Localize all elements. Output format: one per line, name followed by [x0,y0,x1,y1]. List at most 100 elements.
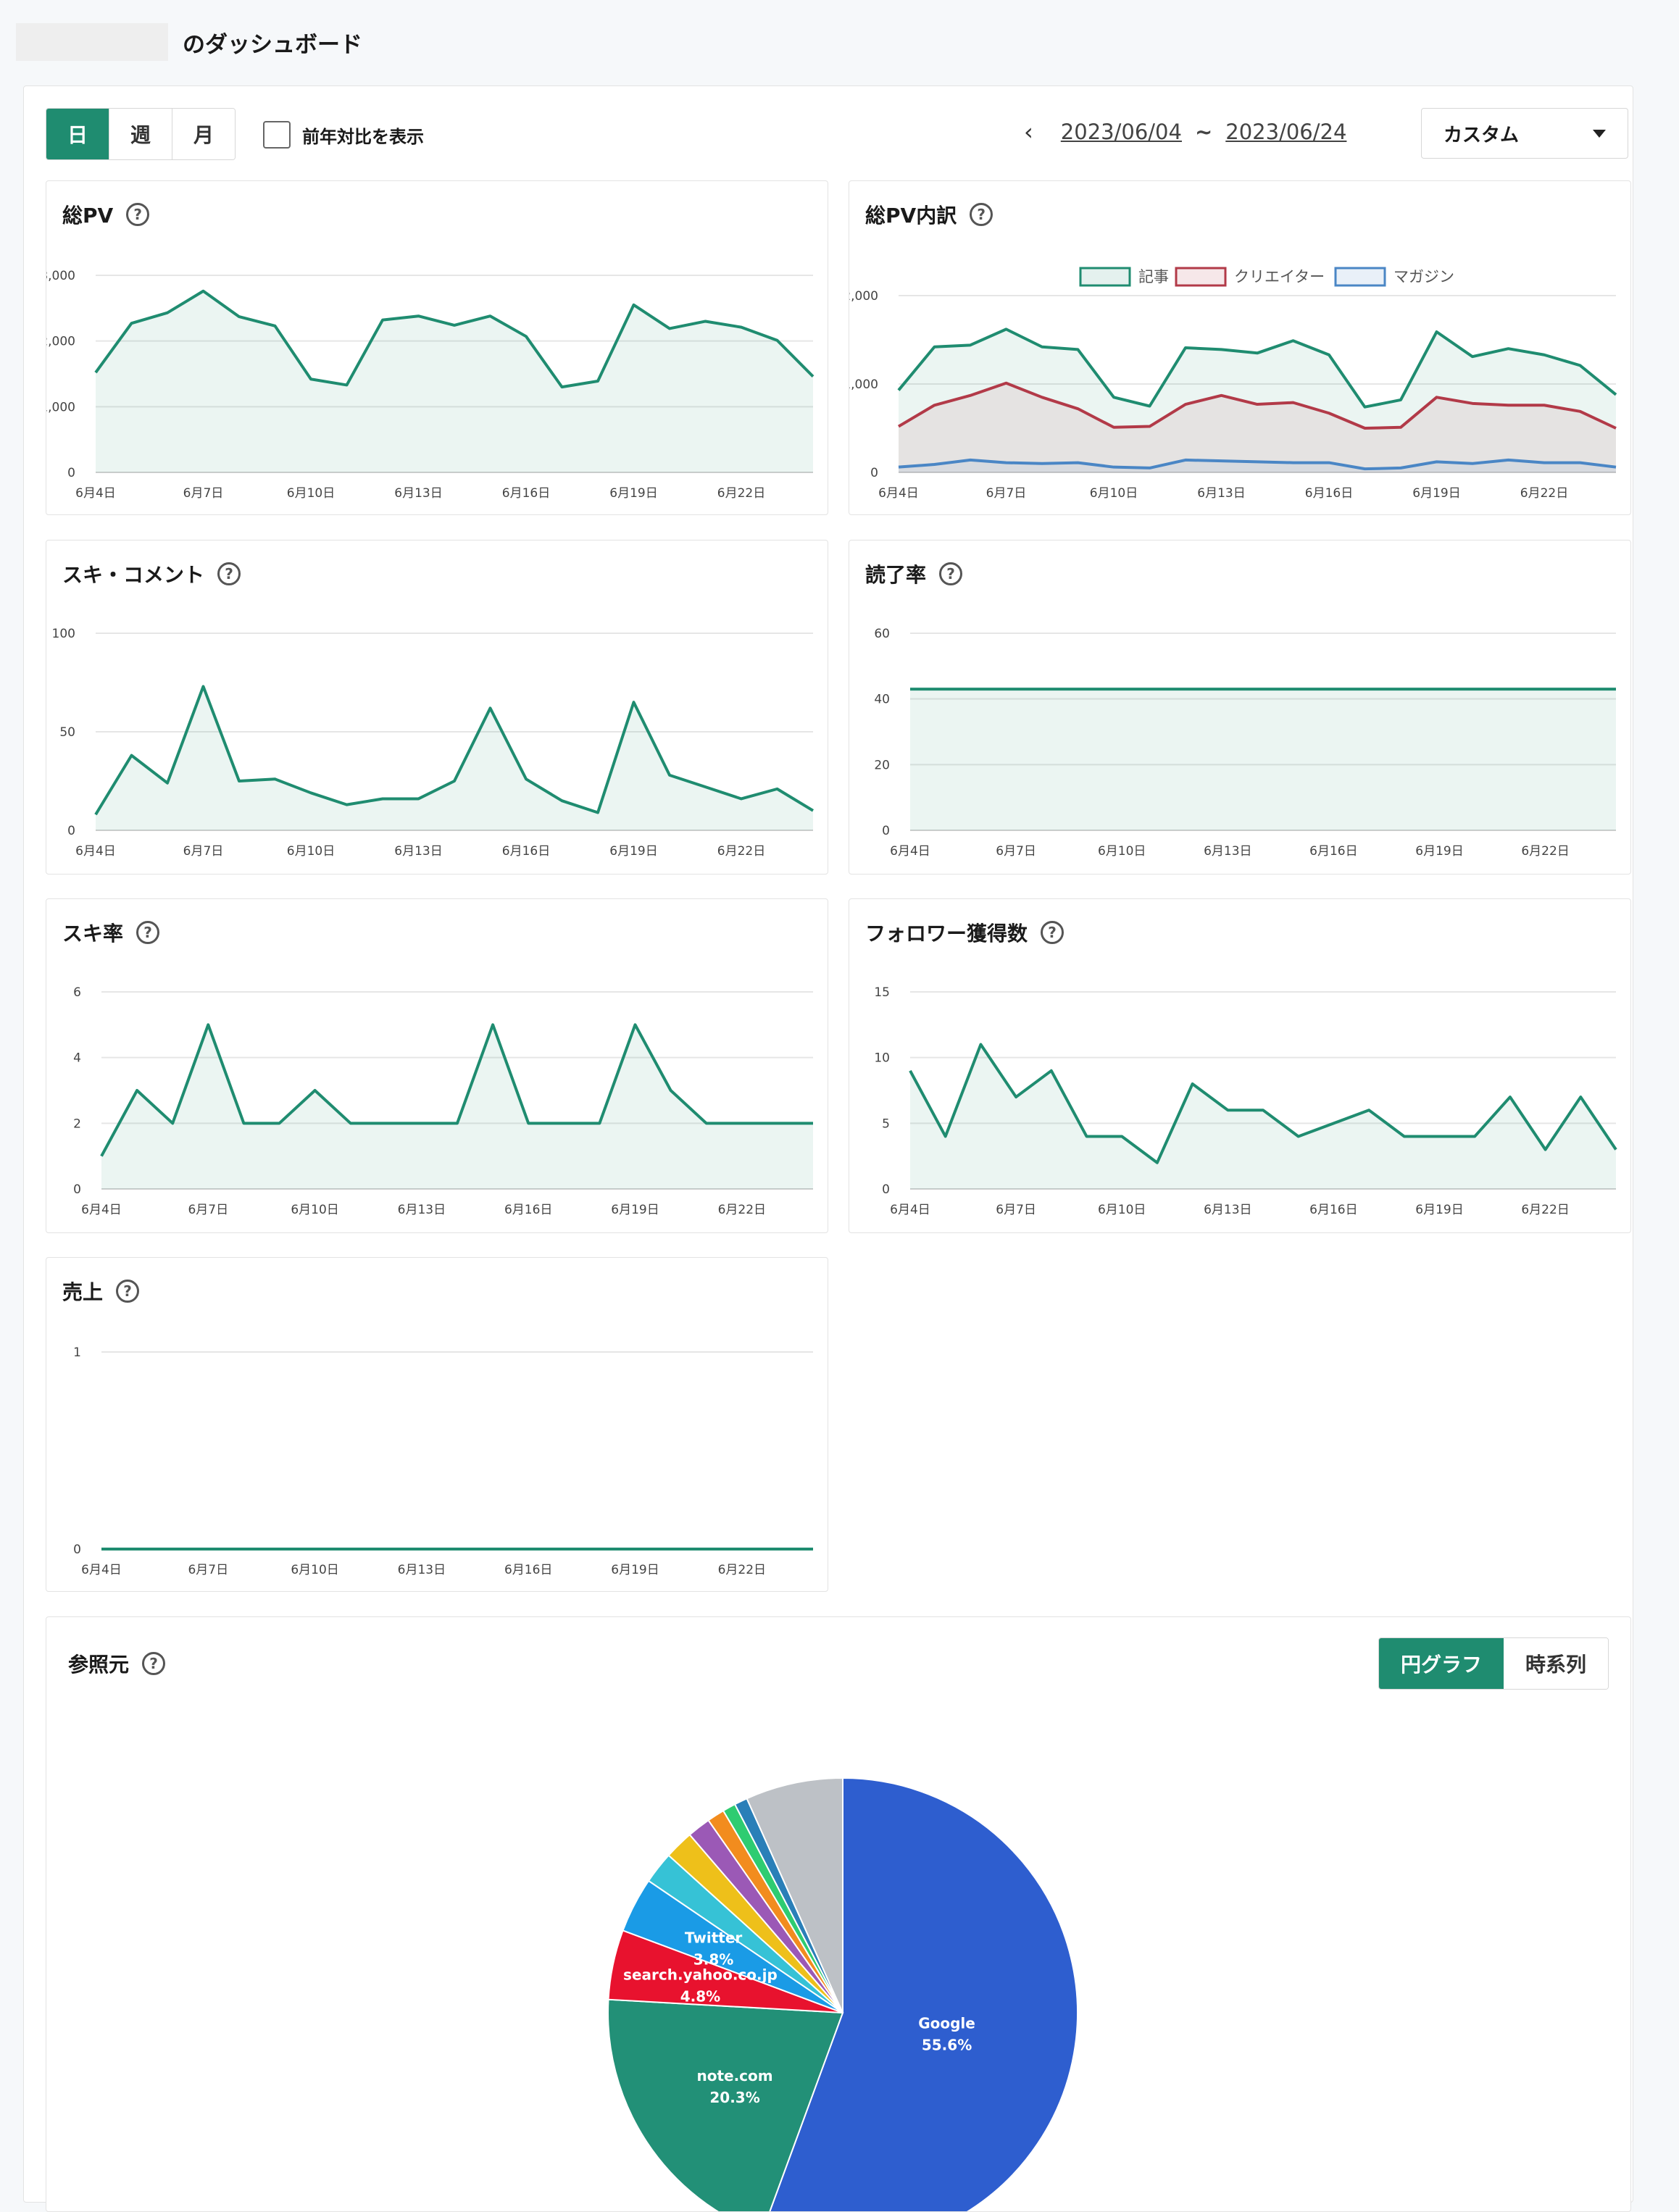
date-range: ‹ 2023/06/04 ~ 2023/06/24 [1024,118,1346,146]
x-tick-label: 6月22日 [1520,486,1568,501]
x-tick-label: 6月4日 [75,844,116,859]
range-select[interactable]: カスタム [1421,108,1628,159]
y-tick-label: 1,000 [46,400,75,414]
sales-chart: 0 1 6月4日 6月7日 6月10日 6月13日 6月16日 6月19日 6月22日 [73,1345,813,1577]
help-icon[interactable]: ? [126,203,150,226]
pv-breakdown-chart: 0 1,000 2,000 6月4日 6月7日 6月10日 6月13日 6月16日 6月19日 6… [849,267,1617,501]
y-tick-label: 50 [59,725,75,740]
legend-swatch [1079,267,1131,287]
y-tick-label: 4 [73,1051,81,1066]
period-month-button[interactable]: 月 [172,109,235,159]
y-tick-label: 10 [874,1051,890,1066]
y-tick-label: 1 [73,1345,81,1360]
pie-label: search.yahoo.co.jp [623,1966,778,1984]
x-tick-label: 6月13日 [1204,1203,1251,1217]
x-tick-label: 6月10日 [287,844,335,859]
series-line [897,381,1617,430]
series-area [96,291,813,472]
x-tick-label: 6月16日 [504,1563,552,1577]
x-tick-label: 6月16日 [1309,844,1357,859]
x-tick-label: 6月10日 [291,1563,338,1577]
compare-checkbox[interactable] [263,121,291,149]
chart-card-likes-comments: スキ・コメント? 0 50 100 6月4日 6月7日 6月10日 6月13日 6月16日 6月… [46,540,828,875]
legend-swatch [1175,267,1227,287]
y-tick-label: 2,000 [849,289,878,304]
chart-card-read-rate: 読了率? 0 20 40 60 6月4日 6月7日 6月10日 6月13日 6月16日 6月19日… [849,540,1631,875]
y-tick-label: 0 [73,1182,81,1197]
date-from-link[interactable]: 2023/06/04 [1060,120,1182,144]
x-tick-label: 6月4日 [81,1203,122,1217]
x-tick-label: 6月19日 [611,1203,659,1217]
y-tick-label: 6 [73,985,81,1000]
likes-comments-chart: 0 50 100 6月4日 6月7日 6月10日 6月13日 6月16日 6月19日 6月22日 [52,627,814,859]
x-tick-label: 6月7日 [183,844,224,859]
x-tick-label: 6月22日 [718,1203,766,1217]
help-icon[interactable]: ? [1041,921,1065,944]
caret-down-icon [1593,129,1606,138]
x-tick-label: 6月7日 [188,1563,228,1577]
chart-title: フォロワー獲得数 [865,922,1028,946]
help-icon[interactable]: ? [970,203,993,226]
page-title: のダッシュボード [183,31,362,58]
pie-percent: 4.8% [680,1988,720,2006]
x-tick-label: 6月7日 [188,1203,228,1217]
y-tick-label: 3,000 [46,269,75,283]
date-to-link[interactable]: 2023/06/24 [1225,120,1347,144]
referrer-pie-chart: Google 55.6% note.com 20.3% search.yahoo.co.… [607,1777,1078,2211]
y-tick-label: 2 [73,1117,81,1131]
series-line [100,1023,813,1157]
period-week-button[interactable]: 週 [109,109,172,159]
x-tick-label: 6月16日 [1305,486,1353,501]
pie-label: Google [918,2015,975,2032]
pie-view-button[interactable]: 円グラフ [1378,1638,1504,1689]
pie-label: Twitter [685,1929,742,1947]
y-tick-label: 5 [882,1117,890,1131]
y-tick-label: 1,000 [849,377,878,392]
help-icon[interactable]: ? [116,1280,140,1303]
x-tick-label: 6月10日 [1098,1203,1146,1217]
help-icon[interactable]: ? [142,1652,166,1675]
x-tick-label: 6月13日 [1204,844,1251,859]
x-tick-label: 6月13日 [1197,486,1245,501]
timeseries-view-button[interactable]: 時系列 [1503,1638,1608,1689]
x-tick-label: 6月22日 [1521,1203,1569,1217]
total-pv-chart: 0 1,000 2,000 3,000 6月4日 6月7日 6月10日 6月13日 6月16日 6… [46,269,814,501]
y-tick-label: 60 [874,627,890,641]
x-tick-label: 6月7日 [996,844,1036,859]
chart-title: 読了率 [865,563,927,587]
help-icon[interactable]: ? [136,921,160,944]
page-header: のダッシュボード [16,23,362,61]
legend-label: マガジン [1393,268,1454,285]
x-tick-label: 6月22日 [717,486,765,501]
x-tick-label: 6月22日 [717,844,765,859]
pie-slice [607,1998,844,2211]
series-area [910,689,1616,830]
help-icon[interactable]: ? [217,562,241,585]
series-line [94,289,814,389]
compare-toggle[interactable]: 前年対比を表示 [263,121,424,149]
x-tick-label: 6月13日 [394,844,442,859]
chevron-left-icon[interactable]: ‹ [1024,118,1033,146]
y-tick-label: 0 [67,824,75,838]
x-tick-label: 6月7日 [996,1203,1036,1217]
pie-label: note.com [696,2067,772,2084]
x-tick-label: 6月22日 [1521,844,1569,859]
pie-percent: 20.3% [709,2089,759,2106]
y-tick-label: 20 [874,758,890,772]
series-area [899,329,1616,472]
chart-legend: 記事 クリエイター マガジン [1079,267,1454,287]
help-icon[interactable]: ? [939,562,963,585]
chart-card-pv-breakdown: 総PV内訳? 0 1,000 2,000 6月4日 6月7日 6月10日 6月13日 6月16… [849,180,1631,515]
referrer-view-toggle: 円グラフ 時系列 [1378,1637,1609,1690]
x-tick-label: 6月16日 [1309,1203,1357,1217]
y-tick-label: 0 [67,466,75,480]
pie-percent: 55.6% [922,2037,972,2054]
period-segmented-control: 日 週 月 [46,108,236,160]
series-area [96,686,813,830]
y-tick-label: 2,000 [46,335,75,349]
series-line [898,458,1617,471]
x-tick-label: 6月13日 [398,1563,446,1577]
period-day-button[interactable]: 日 [46,109,109,159]
x-tick-label: 6月16日 [504,1203,552,1217]
x-tick-label: 6月19日 [611,1563,659,1577]
